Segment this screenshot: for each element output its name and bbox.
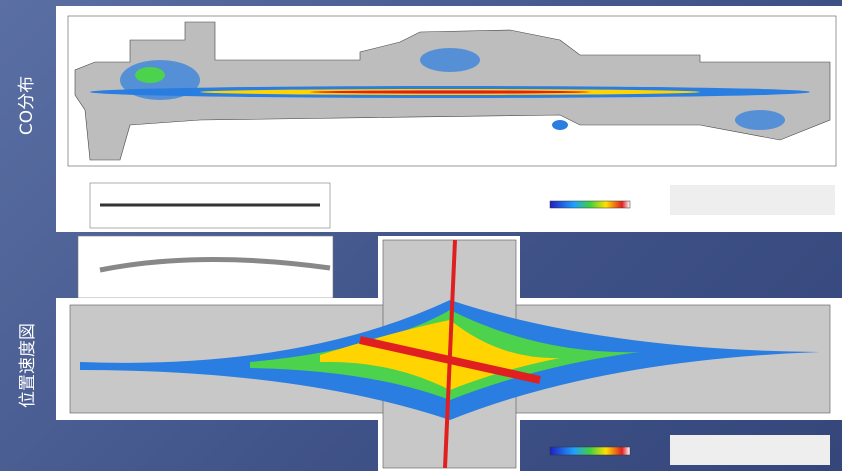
colorbar [550,201,630,208]
co-cloud [735,110,785,130]
co-cloud [552,120,568,130]
co-cloud [420,48,480,72]
colorbar [550,447,630,455]
caption-block [670,435,830,465]
figures [0,0,842,471]
co-band [310,90,590,93]
caption-block [670,185,835,215]
co-cloud [135,67,165,83]
slide: CO分布 位置速度図 [0,0,842,471]
